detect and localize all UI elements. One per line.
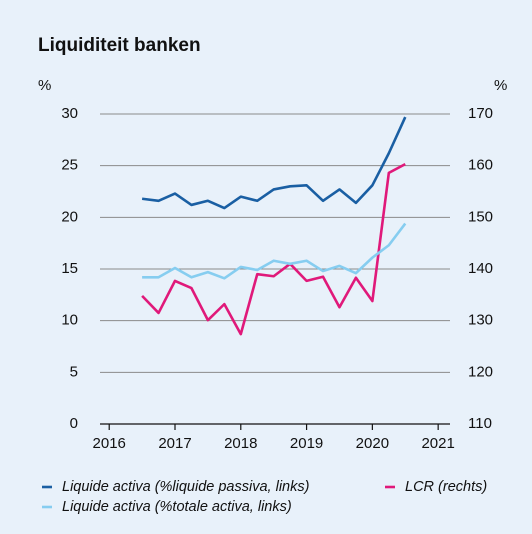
y-tick-label: 10 (61, 312, 78, 329)
y2-tick-label: 160 (468, 157, 493, 174)
y2-axis-label: % (494, 77, 507, 94)
series-line (142, 222, 407, 280)
y-tick-label: 25 (61, 157, 78, 174)
x-tick-label: 2018 (224, 435, 257, 452)
y-tick-label: 5 (70, 363, 78, 380)
y-axis-label: % (38, 77, 51, 94)
legend-label: Liquide activa (%liquide passiva, links) (62, 479, 309, 495)
chart-title: Liquiditeit banken (38, 35, 201, 56)
series-line (141, 162, 406, 336)
y2-tick-label: 150 (468, 208, 493, 225)
y2-tick-label: 110 (468, 415, 492, 432)
y2-tick-label: 130 (468, 312, 493, 329)
series-line (141, 116, 407, 210)
y2-tick-label: 140 (468, 260, 493, 277)
y-tick-label: 30 (61, 105, 78, 122)
y2-tick-label: 120 (468, 363, 493, 380)
y2-tick-label: 170 (468, 105, 493, 122)
y-tick-label: 0 (70, 415, 78, 432)
legend-label: LCR (rechts) (405, 479, 487, 495)
x-tick-label: 2017 (158, 435, 191, 452)
y-tick-label: 20 (61, 208, 78, 225)
x-tick-label: 2016 (93, 435, 126, 452)
y-tick-label: 15 (61, 260, 78, 277)
x-tick-label: 2021 (421, 435, 454, 452)
x-tick-label: 2020 (356, 435, 389, 452)
legend-label: Liquide activa (%totale activa, links) (62, 499, 292, 515)
x-tick-label: 2019 (290, 435, 323, 452)
